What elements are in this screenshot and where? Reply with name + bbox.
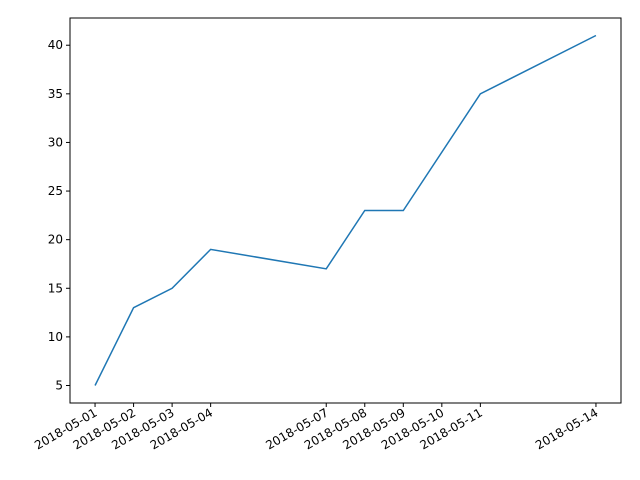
y-tick-label: 20 <box>48 233 63 247</box>
line-series <box>94 34 597 386</box>
y-tick-label: 40 <box>48 38 63 52</box>
y-tick-label: 10 <box>48 330 63 344</box>
plot-frame <box>69 17 622 404</box>
y-tick-label: 30 <box>48 135 63 149</box>
y-tick-label: 35 <box>48 87 63 101</box>
y-tick-label: 5 <box>55 379 63 393</box>
x-tick-label: 2018-05-14 <box>533 405 600 452</box>
y-tick-label: 25 <box>48 184 63 198</box>
y-tick-label: 15 <box>48 281 63 295</box>
